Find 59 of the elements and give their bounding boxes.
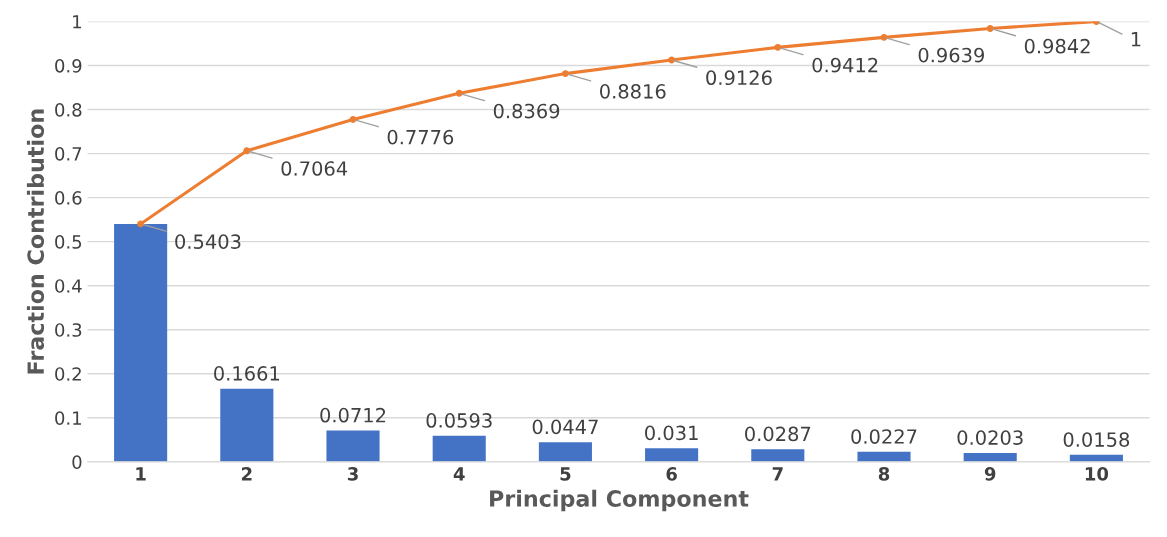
data-label: 0.0712	[320, 407, 386, 423]
bar	[114, 224, 168, 462]
data-label: 0.5403	[175, 234, 241, 249]
y-tick-label: 0.9	[55, 58, 82, 73]
y-tick-label: 0.8	[55, 103, 82, 117]
y-tick-label: 0	[72, 455, 82, 469]
x-tick-label: 1	[136, 467, 146, 481]
point	[561, 70, 569, 78]
y-tick-label: 0.4	[55, 279, 82, 293]
point	[349, 115, 357, 123]
data-label: 0.0287	[745, 426, 811, 442]
x-tick-label: 6	[666, 467, 677, 481]
y-tick-label: 0.1	[55, 411, 81, 425]
y-axis-title: Fraction Contribution	[26, 109, 45, 374]
data-label: 0.0593	[426, 413, 492, 428]
y-tick-label: 0.5	[55, 235, 82, 249]
x-axis-title: Principal Component	[490, 489, 749, 512]
data-label: 0.8369	[493, 103, 560, 119]
x-tick-label: 3	[347, 467, 358, 481]
y-tick-label: 1	[73, 15, 81, 29]
point	[243, 147, 251, 155]
point	[137, 220, 145, 228]
bar	[432, 435, 486, 462]
data-label: 0.8816	[600, 83, 666, 99]
data-label: 0.7776	[387, 129, 454, 145]
x-tick-label: 5	[560, 467, 571, 481]
x-tick-label: 10	[1085, 467, 1109, 481]
bar	[751, 449, 805, 462]
data-label: 0.0227	[851, 429, 917, 444]
point	[880, 33, 888, 41]
bar	[645, 448, 699, 462]
x-tick-label: 2	[241, 467, 252, 481]
data-label: 0.1661	[214, 366, 280, 381]
point	[455, 89, 463, 97]
data-label: 0.9412	[812, 57, 878, 73]
x-tick-label: 8	[878, 467, 890, 481]
bar	[220, 388, 274, 462]
y-tick-label: 0.6	[55, 191, 82, 205]
point	[668, 56, 676, 64]
bar	[326, 430, 380, 462]
point	[986, 24, 994, 32]
data-label: 0.0447	[532, 419, 598, 435]
data-label: 0.9842	[1024, 38, 1090, 54]
y-tick-label: 0.3	[55, 323, 82, 337]
data-label: 0.031	[645, 425, 698, 441]
bar	[538, 442, 592, 462]
y-tick-label: 0.7	[55, 147, 82, 161]
point	[774, 43, 782, 51]
data-label: 1	[1131, 32, 1141, 47]
data-label: 0.9639	[918, 47, 985, 63]
data-label: 0.9126	[706, 70, 772, 86]
bar	[857, 451, 911, 462]
x-tick-label: 4	[453, 467, 465, 481]
data-label: 0.7064	[281, 161, 348, 176]
data-label: 0.0158	[1063, 432, 1130, 447]
x-tick-label: 9	[984, 467, 996, 481]
x-tick-label: 7	[772, 467, 783, 481]
y-tick-label: 0.2	[55, 367, 81, 381]
data-label: 0.0203	[957, 430, 1023, 445]
